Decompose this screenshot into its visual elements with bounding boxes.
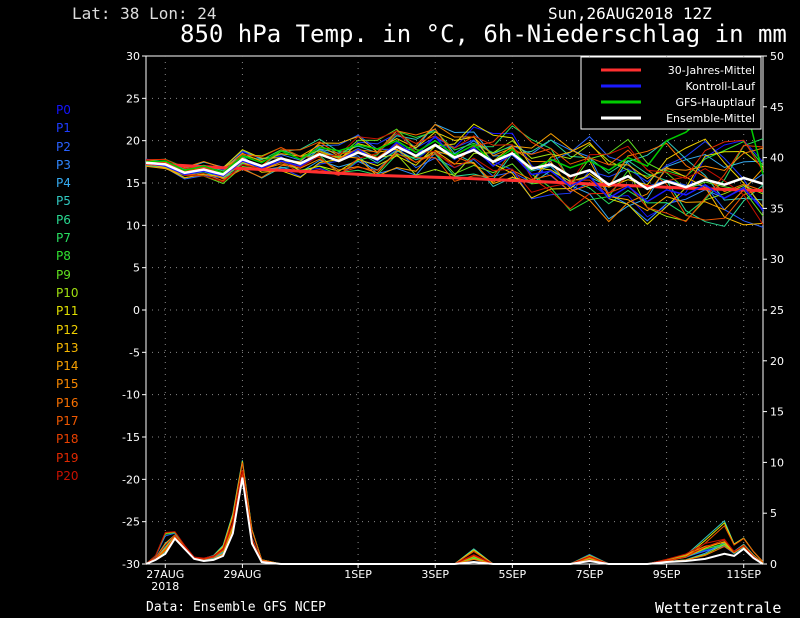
member-list: P0 P1 P2 P3 P4 P5 P6 P7 P8 P9 P10 P11 P12 P13 P14 P15 P1… — [56, 101, 96, 485]
member-label-p13: P13 — [56, 340, 79, 355]
y-tick-label-right: 45 — [770, 101, 784, 114]
y-tick-label-left: 30 — [126, 50, 140, 63]
y-tick-label-left: 0 — [133, 304, 140, 317]
member-label-p3: P3 — [56, 157, 71, 172]
member-label-p14: P14 — [56, 359, 79, 374]
y-tick-label-right: 5 — [770, 507, 777, 520]
member-label-p2: P2 — [56, 139, 71, 154]
legend-label: Ensemble-Mittel — [666, 112, 755, 125]
y-tick-label-left: -20 — [122, 473, 140, 486]
y-tick-label-right: 35 — [770, 202, 784, 215]
member-label-p0: P0 — [56, 103, 71, 117]
member-label-p5: P5 — [56, 194, 71, 209]
control-run-line — [145, 135, 764, 211]
member-temp-line-p1 — [145, 133, 764, 212]
y-tick-label-left: 20 — [126, 135, 140, 148]
member-label-p4: P4 — [56, 176, 71, 191]
y-tick-label-right: 25 — [770, 304, 784, 317]
y-tick-label-left: -10 — [122, 389, 140, 402]
member-label-p12: P12 — [56, 322, 79, 337]
gfs-main-line — [145, 80, 764, 175]
legend-label: GFS-Hauptlauf — [675, 96, 756, 109]
x-tick-label: 1SEP — [344, 568, 372, 581]
member-precip-line-p17 — [145, 462, 764, 565]
run-date: Sun,26AUG2018 12Z — [548, 4, 712, 23]
chart-title: 850 hPa Temp. in °C, 6h-Niederschlag in … — [180, 20, 787, 48]
y-tick-label-right: 40 — [770, 152, 784, 165]
member-temp-line-p5 — [145, 128, 764, 201]
ensemble-mean-line — [145, 143, 764, 191]
member-label-p17: P17 — [56, 414, 79, 429]
member-label-p7: P7 — [56, 231, 71, 246]
y-tick-label-right: 10 — [770, 456, 784, 469]
y-tick-label-left: 15 — [126, 177, 140, 190]
y-tick-label-left: -30 — [122, 558, 140, 571]
member-label-p20: P20 — [56, 468, 79, 483]
member-label-p10: P10 — [56, 285, 79, 300]
precip-mean-line — [145, 477, 764, 565]
member-temp-line-p20 — [145, 130, 764, 225]
member-precip-line-p5 — [145, 460, 764, 565]
member-temp-line-p11 — [145, 123, 764, 225]
y-tick-label-right: 20 — [770, 355, 784, 368]
member-label-p8: P8 — [56, 249, 71, 264]
climatology-line — [145, 162, 764, 193]
member-precip-line-p11 — [145, 461, 764, 565]
x-tick-label: 29AUG — [223, 568, 261, 581]
member-temp-line-p18 — [145, 122, 764, 223]
member-label-p11: P11 — [56, 304, 79, 319]
legend-label: 30-Jahres-Mittel — [668, 64, 755, 77]
member-label-p18: P18 — [56, 432, 79, 447]
member-temp-line-p9 — [145, 128, 764, 217]
member-label-p19: P19 — [56, 450, 79, 465]
y-tick-label-left: -5 — [129, 346, 140, 359]
y-tick-label-left: -25 — [122, 516, 140, 529]
y-tick-label-left: 25 — [126, 92, 140, 105]
y-tick-label-right: 15 — [770, 406, 784, 419]
member-label-p1: P1 — [56, 121, 71, 136]
member-label-p6: P6 — [56, 212, 71, 227]
y-tick-label-right: 30 — [770, 253, 784, 266]
y-tick-label-left: -15 — [122, 431, 140, 444]
data-source: Data: Ensemble GFS NCEP — [146, 600, 327, 615]
y-tick-label-right: 0 — [770, 558, 777, 571]
brand-label: Wetterzentrale — [655, 599, 782, 617]
y-tick-label-left: 5 — [133, 262, 140, 275]
x-tick-label-year: 2018 — [151, 580, 179, 593]
x-tick-label: 11SEP — [726, 568, 761, 581]
x-tick-label: 9SEP — [653, 568, 681, 581]
member-label-p16: P16 — [56, 395, 79, 410]
x-tick-label: 5SEP — [499, 568, 527, 581]
member-label-p15: P15 — [56, 377, 79, 392]
x-tick-label: 27AUG — [146, 568, 184, 581]
y-tick-label-right: 50 — [770, 50, 784, 63]
x-tick-label: 3SEP — [421, 568, 449, 581]
member-temp-line-p12 — [145, 131, 764, 208]
y-tick-label-left: 10 — [126, 219, 140, 232]
x-tick-label: 7SEP — [576, 568, 604, 581]
member-label-p9: P9 — [56, 267, 71, 282]
location-label: Lat: 38 Lon: 24 — [72, 4, 217, 23]
member-temp-line-p17 — [145, 141, 764, 221]
legend-label: Kontroll-Lauf — [686, 80, 757, 93]
